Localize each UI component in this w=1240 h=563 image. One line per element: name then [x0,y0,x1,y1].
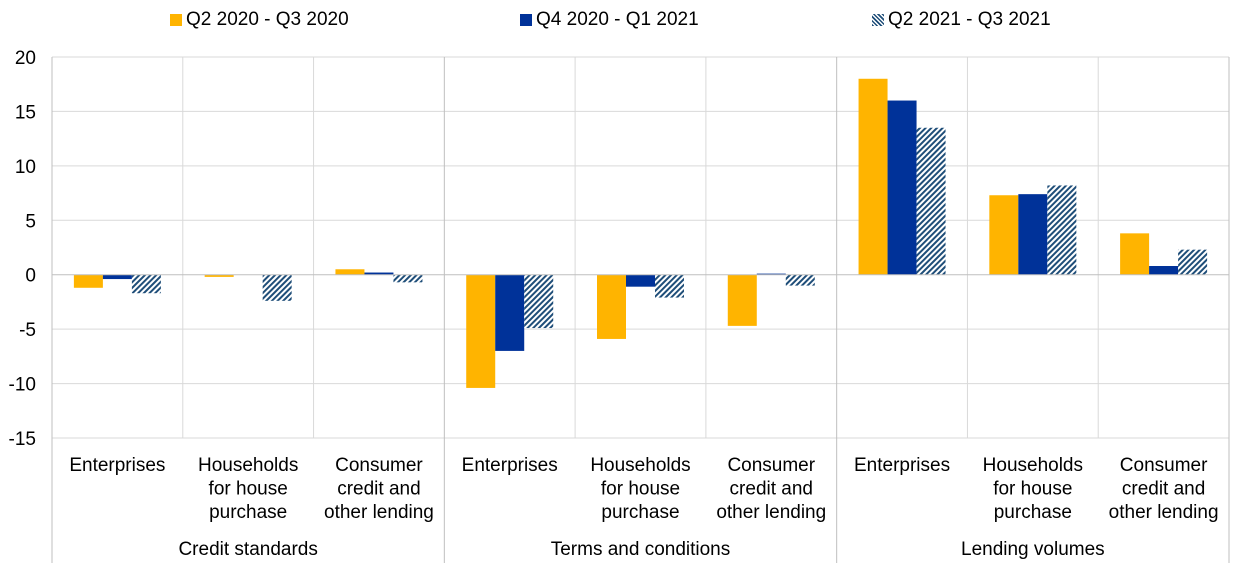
y-tick-label: 0 [25,266,36,287]
legend-swatch-series-2 [520,14,532,26]
y-tick-label: 5 [25,211,36,232]
x-category-label: credit and [337,479,420,500]
bar-series-2-cat-5 [626,274,655,287]
bar-series-2-cat-1 [102,274,132,280]
y-tick-label: 15 [15,102,36,123]
x-category-label: purchase [994,502,1072,523]
legend-swatch-series-1 [170,14,182,26]
bar-series-2-cat-3 [364,272,394,275]
legend-label-series-3: Q2 2021 - Q3 2021 [888,9,1051,30]
legend: Q2 2020 - Q3 2020 Q4 2020 - Q1 2021 Q2 2… [0,9,1240,33]
y-tick-label: -10 [9,375,36,396]
bar-series-1-cat-9 [1120,233,1150,275]
bar-series-3-cat-3 [393,274,423,283]
x-category-label: Consumer [1120,455,1208,476]
legend-swatch-series-3 [872,14,884,26]
x-category-label: purchase [601,502,679,523]
bar-series-1-cat-4 [466,274,496,388]
x-group-label: Credit standards [178,539,317,560]
x-category-label: other lending [716,502,826,523]
x-category-label: Consumer [727,455,815,476]
bar-series-1-cat-1 [73,274,103,288]
bar-series-1-cat-8 [989,195,1019,275]
x-category-label: credit and [730,479,813,500]
x-category-label: for house [993,479,1072,500]
bar-series-2-cat-9 [1149,266,1179,275]
x-category-label: Enterprises [69,455,165,476]
bar-series-2-cat-6 [756,273,786,275]
x-category-label: Enterprises [854,455,950,476]
legend-item-series-2: Q4 2020 - Q1 2021 [520,9,699,31]
axis-labels: -15 -10 -5 0 5 10 15 20 Enterprises Households for… [9,48,1219,560]
bar-series-2-cat-4 [495,274,525,351]
bar-series-3-cat-9 [1178,249,1208,275]
bar-series-1-cat-3 [335,269,365,275]
legend-item-series-1: Q2 2020 - Q3 2020 [170,9,349,31]
bar-series-2-cat-7 [887,100,917,275]
bar-series-3-cat-1 [131,274,161,294]
bar-series-1-cat-7 [858,78,888,275]
bar-series-3-cat-4 [524,274,554,329]
x-group-label: Terms and conditions [551,539,731,560]
x-category-label: Households [198,455,298,476]
x-category-label: purchase [209,502,287,523]
bar-series-3-cat-6 [785,274,815,286]
bar-series-2-cat-8 [1018,194,1048,275]
bars [73,78,1208,388]
x-category-label: other lending [324,502,434,523]
x-category-label: credit and [1122,479,1205,500]
x-category-label: other lending [1109,502,1219,523]
bar-series-1-cat-6 [727,274,757,326]
y-tick-label: -15 [9,429,36,450]
x-group-label: Lending volumes [961,539,1105,560]
y-tick-label: 20 [15,48,36,69]
bar-series-1-cat-5 [597,274,626,339]
x-category-label: Consumer [335,455,423,476]
bar-series-3-cat-2 [262,274,292,301]
bar-series-1-cat-2 [204,274,234,277]
legend-label-series-2: Q4 2020 - Q1 2021 [536,9,699,30]
x-category-label: for house [209,479,288,500]
bar-series-3-cat-7 [916,127,946,275]
bar-series-3-cat-5 [655,274,684,298]
legend-label-series-1: Q2 2020 - Q3 2020 [186,9,349,30]
y-tick-label: 10 [15,157,36,178]
bar-series-3-cat-8 [1047,185,1077,275]
x-category-label: Households [983,455,1083,476]
x-category-label: Enterprises [462,455,558,476]
x-category-label: for house [601,479,680,500]
x-category-label: Households [590,455,690,476]
y-tick-label: -5 [19,320,36,341]
legend-item-series-3: Q2 2021 - Q3 2021 [872,9,1051,31]
